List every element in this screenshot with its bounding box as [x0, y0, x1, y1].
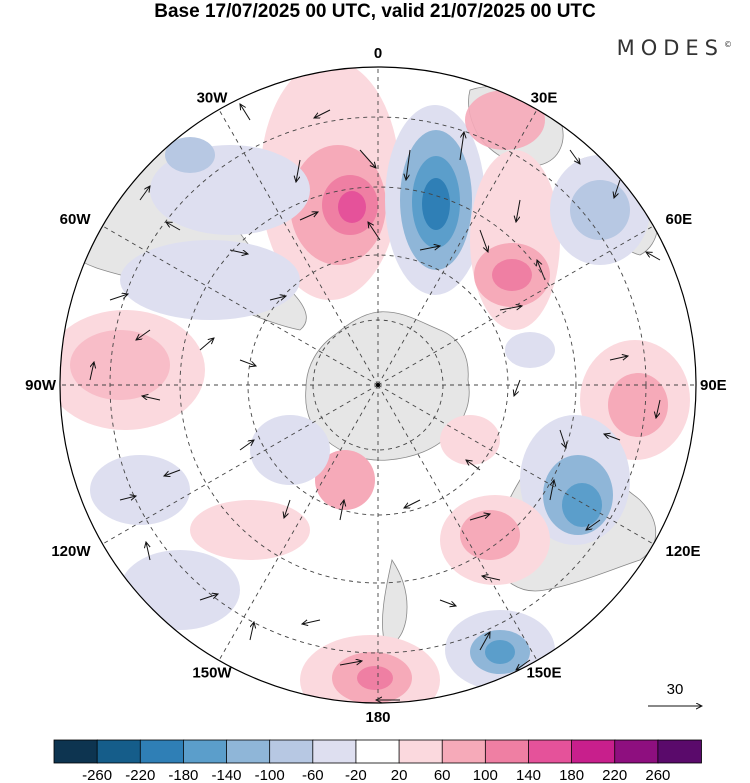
- longitude-label: 150W: [192, 665, 232, 682]
- wind-arrow: [249, 622, 254, 641]
- colorbar-swatch: [269, 739, 314, 764]
- colorbar-tick-label: -100: [255, 767, 285, 783]
- reference-vector-label: 30: [667, 681, 684, 698]
- wind-arrow: [89, 362, 94, 381]
- colorbar-tick-label: -20: [345, 767, 367, 783]
- longitude-label: 90W: [25, 377, 57, 394]
- wind-arrow: [269, 296, 286, 300]
- wind-arrow: [142, 396, 161, 401]
- colorbar-tick-label: -140: [211, 767, 241, 783]
- longitude-label: 30E: [531, 90, 558, 107]
- colorbar-swatch: [96, 739, 142, 764]
- colorbar-swatch: [139, 739, 185, 764]
- longitude-label: 120E: [666, 543, 701, 560]
- colorbar-tick-label: -180: [168, 767, 198, 783]
- wind-arrow: [239, 359, 256, 366]
- reference-vector: 30: [648, 681, 702, 706]
- wind-arrow: [166, 222, 181, 231]
- wind-arrow: [569, 149, 580, 164]
- colorbar-swatch: [657, 739, 702, 764]
- longitude-label: 180: [365, 709, 390, 726]
- wind-arrow: [514, 379, 521, 396]
- wind-arrow: [469, 514, 490, 521]
- wind-arrow: [339, 661, 362, 666]
- wind-arrow: [646, 252, 661, 261]
- wind-arrow: [479, 632, 490, 651]
- map-title: Base 17/07/2025 00 UTC, valid 21/07/2025…: [154, 1, 596, 22]
- colorbar-swatch: [312, 739, 357, 764]
- modes-logo: MODES©: [616, 36, 732, 60]
- antarctica-shape: [305, 311, 470, 461]
- wind-arrow: [239, 440, 254, 451]
- colorbar-swatch: [182, 739, 228, 764]
- south-pole-marker: [376, 383, 380, 387]
- longitude-label: 90E: [700, 377, 727, 394]
- colorbar-swatch: [571, 739, 616, 764]
- wind-arrow: [109, 294, 128, 301]
- wind-arrow: [406, 149, 411, 180]
- colorbar-swatch: [484, 739, 530, 764]
- wind-arrow: [609, 356, 628, 360]
- longitude-label: 120W: [51, 543, 91, 560]
- graticule: [60, 67, 696, 703]
- wind-arrow: [419, 246, 440, 250]
- longitude-label: 60W: [60, 211, 92, 228]
- longitude-label: 60E: [666, 211, 693, 228]
- wind-arrow: [604, 434, 621, 441]
- colorbar-swatch: [53, 739, 99, 764]
- colorbar-swatch: [528, 739, 573, 764]
- wind-arrow: [439, 599, 456, 606]
- wind-arrow: [296, 159, 301, 182]
- colorbar-tick-label: 100: [473, 767, 498, 783]
- wind-vectors: [89, 104, 661, 700]
- colorbar-swatch: [398, 739, 444, 764]
- wind-arrow: [516, 199, 521, 222]
- map-boundary: [59, 66, 697, 704]
- wind-arrow: [119, 496, 136, 500]
- colorbar-tick-label: 60: [434, 767, 451, 783]
- colorbar-tick-label: -260: [82, 767, 112, 783]
- wind-arrow: [284, 499, 291, 518]
- wind-arrow: [146, 542, 150, 561]
- wind-arrow: [299, 212, 318, 221]
- wind-arrow: [359, 149, 376, 168]
- wind-arrow: [479, 229, 488, 252]
- colorbar-tick-label: 20: [391, 767, 408, 783]
- wind-arrow: [549, 480, 554, 501]
- wind-arrow: [314, 109, 331, 118]
- wind-arrow: [656, 399, 661, 418]
- colorbar-swatch: [226, 739, 271, 764]
- wind-arrow: [559, 429, 566, 448]
- colorbar-swatch: [614, 739, 659, 764]
- wind-arrow: [199, 594, 218, 601]
- wind-arrow: [614, 179, 621, 198]
- longitude-label: 150E: [526, 665, 561, 682]
- wind-arrow: [240, 104, 251, 121]
- colorbar: -260 -220 -180 -140 -100 -60 -20 20 60 100 140 180 2…: [53, 739, 702, 783]
- colorbar-swatch: [355, 739, 400, 764]
- wind-arrow: [302, 620, 321, 624]
- wind-arrow: [136, 329, 151, 340]
- map-field: [60, 67, 696, 703]
- wind-arrow: [404, 499, 421, 508]
- wind-arrow: [199, 338, 214, 351]
- colorbar-tick-label: 220: [602, 767, 627, 783]
- longitude-label: 30W: [197, 90, 229, 107]
- colorbar-tick-label: 260: [645, 767, 670, 783]
- wind-arrow: [459, 132, 464, 161]
- wind-arrow: [139, 186, 150, 201]
- longitude-labels: 0 30E 60E 90E 120E 150E 180 150W 120W 90W 60W 30W: [25, 45, 727, 726]
- colorbar-tick-label: 180: [559, 767, 584, 783]
- wind-arrow: [586, 519, 601, 530]
- wind-arrow: [482, 576, 501, 581]
- wind-arrow: [516, 659, 531, 670]
- colorbar-swatch: [441, 739, 487, 764]
- colorbar-tick-label: -60: [302, 767, 324, 783]
- wind-arrow: [164, 469, 181, 476]
- longitude-label: 0: [374, 45, 382, 62]
- colorbar-tick-label: 140: [516, 767, 541, 783]
- colorbar-tick-label: -220: [125, 767, 155, 783]
